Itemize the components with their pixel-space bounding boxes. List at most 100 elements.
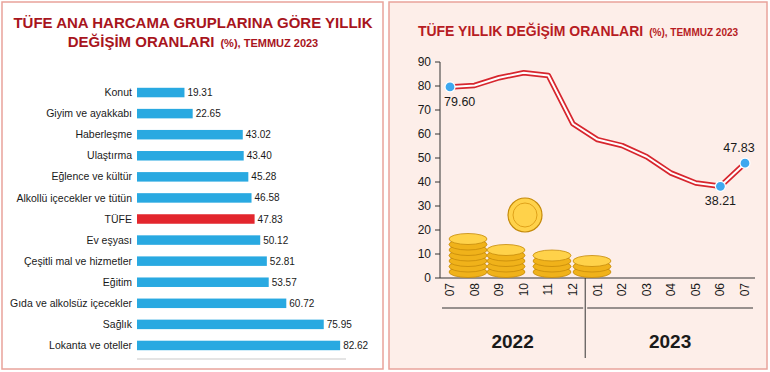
bar [137,109,193,119]
y-tick-label: 40 [418,175,432,189]
panel-right: TÜFE YILLIK DEĞİŞİM ORANLARI (%), TEMMUZ … [389,2,767,369]
data-label: 79.60 [444,95,475,109]
data-label: 19.31 [187,87,212,98]
category-label: Eğlence ve kültür [51,170,132,182]
bar [137,88,184,98]
data-label: 45.28 [251,171,276,182]
coin [513,203,537,227]
bar [137,151,244,161]
axis-line [137,359,346,360]
y-axis-line [440,62,441,278]
group-line [442,308,583,309]
data-label: 82.62 [343,340,368,351]
data-label: 75.95 [327,319,352,330]
y-tick-label: 10 [418,247,432,261]
y-tick-label: 80 [418,79,432,93]
coin [533,250,571,261]
y-tick [435,86,440,87]
y-tick-label: 50 [418,151,432,165]
category-label: Giyim ve ayakkabı [46,107,132,119]
data-label: 52.81 [270,256,295,267]
category-label: Sağlık [103,318,133,330]
x-tick-label: 12 [566,283,580,297]
category-label: Alkollü içecekler ve tütün [16,192,132,204]
y-tick [435,230,440,231]
bar [137,277,269,287]
x-tick-label: 03 [640,283,654,297]
group-label: 2022 [491,331,533,352]
y-tick-label: 0 [424,271,431,285]
category-label: Haberleşme [75,128,132,140]
marker [740,158,750,168]
y-tick-label: 20 [418,223,432,237]
line [450,73,745,187]
y-tick-label: 30 [418,199,432,213]
data-label: 43.02 [246,129,271,140]
data-label: 50.12 [263,235,288,246]
coin [487,245,525,256]
data-label: 22.65 [196,108,221,119]
group-line [587,308,753,309]
y-tick [435,110,440,111]
x-tick-label: 02 [615,283,629,297]
bar [137,130,243,140]
bar [137,214,255,224]
y-tick [435,254,440,255]
category-label: Eğitim [103,276,132,288]
data-label: 47.83 [258,214,283,225]
line-group [445,73,750,192]
x-tick-label: 04 [664,283,678,297]
category-label: Lokanta ve oteller [49,339,132,351]
x-tick-label: 05 [689,283,703,297]
x-tick-label: 07 [443,283,457,297]
data-label: 46.58 [255,192,280,203]
coin [508,198,542,232]
x-tick-label: 06 [713,283,727,297]
y-tick [435,278,440,279]
panel-frame [389,2,767,369]
line-highlight [450,73,745,187]
bar [137,299,286,309]
bar [137,172,248,182]
title: TÜFE YILLIK DEĞİŞİM ORANLARI [418,22,643,39]
y-tick [435,134,440,135]
subtitle: (%), TEMMUZ 2023 [220,37,318,49]
y-tick-label: 60 [418,127,432,141]
data-label: 47.83 [723,141,754,155]
data-label: 53.57 [272,277,297,288]
y-tick [435,206,440,207]
category-label: TÜFE [105,213,132,225]
y-tick-label: 90 [418,55,432,69]
x-tick-label: 09 [492,283,506,297]
x-tick-label: 10 [517,283,531,297]
subtitle: (%), TEMMUZ 2023 [649,27,738,38]
group-label: 2023 [649,331,691,352]
y-tick [435,158,440,159]
x-tick-label: 01 [591,283,605,297]
x-tick-label: 07 [738,283,752,297]
coin [573,256,611,267]
bar [137,235,260,245]
data-label: 60.72 [289,298,314,309]
title: DEĞİŞİM ORANLARI [68,33,215,50]
bar [137,193,252,203]
category-label: Konut [105,86,133,98]
panel-frame [2,2,383,369]
bar [137,256,267,266]
marker [445,82,455,92]
category-label: Ulaştırma [87,149,132,161]
x-tick-label: 08 [468,283,482,297]
category-label: Ev eşyası [86,234,132,246]
decoration-coins [449,198,611,278]
coin [449,234,487,245]
x-tick-label: 11 [541,283,555,296]
category-label: Çeşitli mal ve hizmetler [24,255,132,267]
bars [137,88,340,350]
data-label: 38.21 [705,194,736,208]
y-tick [435,62,440,63]
y-tick-label: 70 [418,103,432,117]
category-label: Gıda ve alkolsüz içecekler [10,297,132,309]
chart-root: TÜFE ANA HARCAMA GRUPLARINA GÖRE YILLIKD… [0,0,770,372]
panel-left: TÜFE ANA HARCAMA GRUPLARINA GÖRE YILLIKD… [2,2,383,369]
bar [137,341,340,351]
